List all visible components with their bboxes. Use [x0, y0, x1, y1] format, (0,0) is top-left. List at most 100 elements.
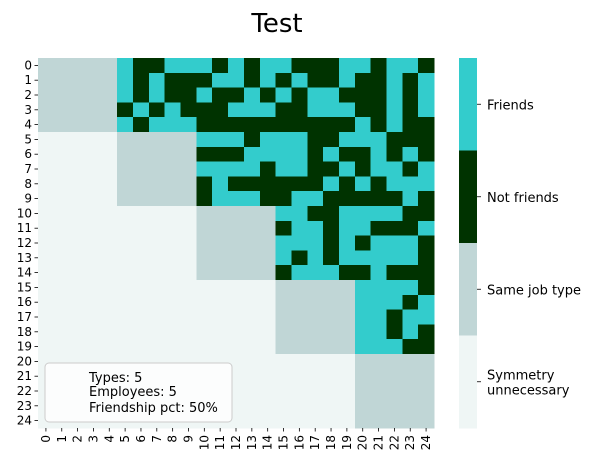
heatmap-cell-symmetry-unnecessary — [101, 176, 118, 192]
heatmap-cell-not-friends — [370, 176, 387, 192]
heatmap-cell-same-job-type — [117, 146, 134, 163]
heatmap-cell-symmetry-unnecessary — [69, 265, 87, 281]
heatmap-cell-not-friends — [323, 58, 340, 74]
heatmap-cell-not-friends — [338, 117, 356, 133]
heatmap-cell-friends — [370, 132, 387, 148]
heatmap-cell-not-friends — [338, 191, 356, 207]
x-tick-label: 19 — [340, 435, 354, 450]
heatmap-cell-not-friends — [275, 176, 292, 192]
heatmap-cell-symmetry-unnecessary — [69, 235, 87, 251]
heatmap-cell-same-job-type — [228, 206, 245, 222]
y-tick-label: 24 — [17, 414, 32, 428]
heatmap-cell-same-job-type — [101, 102, 118, 118]
heatmap-cell-symmetry-unnecessary — [101, 324, 118, 340]
heatmap-cell-not-friends — [307, 72, 324, 89]
heatmap-cell-friends — [370, 294, 387, 311]
heatmap-cell-same-job-type — [69, 87, 87, 103]
heatmap-cell-same-job-type — [228, 265, 245, 281]
heatmap-cell-same-job-type — [338, 309, 356, 325]
heatmap-cell-same-job-type — [85, 102, 102, 118]
heatmap-cell-same-job-type — [212, 265, 229, 281]
heatmap-cell-symmetry-unnecessary — [117, 250, 134, 266]
heatmap-cell-same-job-type — [291, 294, 308, 311]
heatmap-cell-not-friends — [180, 72, 197, 89]
heatmap-cell-not-friends — [386, 324, 403, 340]
heatmap-cell-friends — [212, 176, 229, 192]
heatmap-cell-symmetry-unnecessary — [323, 368, 340, 385]
heatmap-cell-same-job-type — [291, 324, 308, 340]
x-tick-label: 24 — [419, 435, 433, 450]
heatmap-cell-symmetry-unnecessary — [38, 309, 55, 325]
heatmap-cell-same-job-type — [243, 235, 261, 251]
heatmap-cell-not-friends — [418, 265, 435, 281]
heatmap-cell-friends — [117, 72, 134, 89]
heatmap-cell-symmetry-unnecessary — [243, 398, 261, 414]
heatmap-cell-same-job-type — [180, 191, 197, 207]
heatmap-cell-friends — [275, 235, 292, 251]
heatmap-cell-same-job-type — [275, 280, 292, 296]
heatmap-cell-same-job-type — [338, 294, 356, 311]
heatmap-cell-friends — [402, 176, 419, 192]
heatmap-cell-friends — [259, 146, 277, 163]
y-tick-label: 15 — [17, 280, 32, 294]
heatmap-cell-friends — [354, 250, 372, 266]
heatmap-cell-same-job-type — [275, 294, 292, 311]
heatmap-cell-not-friends — [386, 132, 403, 148]
y-tick-label: 1 — [24, 73, 32, 87]
heatmap-cell-not-friends — [354, 102, 372, 118]
heatmap-cell-friends — [228, 102, 245, 118]
y-tick-label: 2 — [24, 88, 32, 102]
heatmap-cell-symmetry-unnecessary — [212, 339, 229, 355]
heatmap-cell-symmetry-unnecessary — [101, 161, 118, 177]
heatmap-cell-same-job-type — [386, 398, 403, 414]
heatmap-cell-same-job-type — [307, 309, 324, 325]
heatmap-cell-symmetry-unnecessary — [101, 146, 118, 163]
heatmap-cell-symmetry-unnecessary — [148, 309, 166, 325]
heatmap-cell-not-friends — [133, 87, 150, 103]
heatmap-cell-friends — [338, 102, 356, 118]
heatmap-cell-friends — [418, 309, 435, 325]
heatmap-cell-friends — [291, 72, 308, 89]
heatmap-cell-friends — [370, 206, 387, 222]
heatmap-cell-not-friends — [370, 102, 387, 118]
heatmap-cell-friends — [243, 146, 261, 163]
heatmap-cell-symmetry-unnecessary — [291, 383, 308, 399]
heatmap-cell-symmetry-unnecessary — [148, 250, 166, 266]
heatmap-cell-same-job-type — [259, 235, 277, 251]
heatmap-cell-symmetry-unnecessary — [133, 339, 150, 355]
heatmap-cell-symmetry-unnecessary — [85, 309, 102, 325]
heatmap-cell-friends — [402, 191, 419, 207]
heatmap-cell-symmetry-unnecessary — [148, 294, 166, 311]
heatmap-cell-symmetry-unnecessary — [133, 220, 150, 237]
x-tick-label: 3 — [86, 435, 100, 443]
heatmap-cell-same-job-type — [148, 191, 166, 207]
heatmap-cell-not-friends — [402, 265, 419, 281]
heatmap-cell-same-job-type — [38, 102, 55, 118]
heatmap-cell-same-job-type — [148, 132, 166, 148]
heatmap-cell-friends — [259, 132, 277, 148]
heatmap-cell-symmetry-unnecessary — [307, 413, 324, 429]
heatmap-cell-friends — [228, 58, 245, 74]
heatmap-cell-same-job-type — [164, 132, 182, 148]
heatmap-cell-symmetry-unnecessary — [117, 220, 134, 237]
x-tick-label: 20 — [356, 435, 370, 450]
heatmap-cell-symmetry-unnecessary — [85, 250, 102, 266]
heatmap-cells — [38, 58, 435, 429]
colorbar-segment-friends — [459, 58, 477, 151]
heatmap-cell-friends — [386, 235, 403, 251]
heatmap-cell-same-job-type — [148, 146, 166, 163]
heatmap-cell-symmetry-unnecessary — [212, 324, 229, 340]
heatmap-cell-not-friends — [291, 58, 308, 74]
heatmap-cell-not-friends — [291, 250, 308, 266]
heatmap-cell-not-friends — [323, 132, 340, 148]
colorbar-segment-same-job-type — [459, 243, 477, 336]
colorbar-label-friends: Friends — [487, 98, 534, 113]
heatmap-cell-symmetry-unnecessary — [38, 265, 55, 281]
heatmap-cell-same-job-type — [133, 176, 150, 192]
heatmap-cell-symmetry-unnecessary — [243, 339, 261, 355]
heatmap-cell-friends — [275, 132, 292, 148]
y-tick-label: 23 — [17, 399, 32, 413]
heatmap-cell-friends — [402, 280, 419, 296]
heatmap-cell-symmetry-unnecessary — [148, 206, 166, 222]
heatmap-cell-symmetry-unnecessary — [38, 191, 55, 207]
